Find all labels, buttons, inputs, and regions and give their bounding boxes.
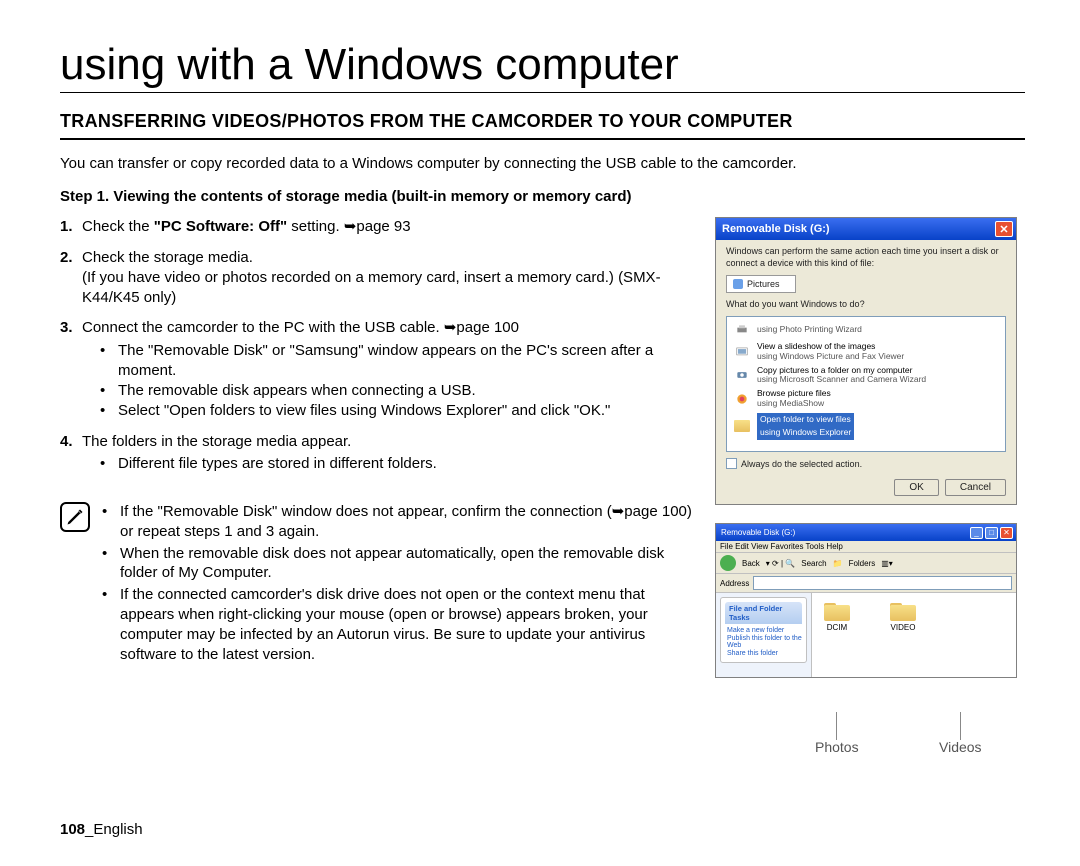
address-field[interactable] <box>753 576 1012 590</box>
step-text: The folders in the storage media appear. <box>82 433 351 450</box>
checkbox-label: Always do the selected action. <box>741 459 862 469</box>
dialog-prompt: Windows can perform the same action each… <box>726 246 1006 269</box>
page-lang: _English <box>85 821 143 838</box>
toolbar[interactable]: Back ▾ ⟳ | 🔍 Search 📁 Folders ▥▾ <box>716 553 1016 574</box>
folders-label[interactable]: Folders <box>849 559 876 568</box>
list-option[interactable]: View a slideshow of the imagesusing Wind… <box>727 340 1005 364</box>
step-text: Check the storage media. <box>82 249 253 266</box>
page-num-value: 108 <box>60 821 85 838</box>
minimize-button[interactable]: _ <box>970 527 983 539</box>
tasks-sidebar: File and Folder Tasks Make a new folder … <box>716 593 812 677</box>
step-text-b: setting. ➥page 93 <box>287 218 411 235</box>
mediashow-icon <box>733 391 751 407</box>
step-4: 4. The folders in the storage media appe… <box>60 432 697 475</box>
callout-line <box>836 712 837 740</box>
always-checkbox-row[interactable]: Always do the selected action. <box>726 458 1006 469</box>
intro-text: You can transfer or copy recorded data t… <box>60 154 1025 174</box>
camera-icon <box>733 367 751 383</box>
address-label: Address <box>720 579 749 588</box>
section-heading: TRANSFERRING VIDEOS/PHOTOS FROM THE CAMC… <box>60 111 1025 140</box>
autoplay-dialog: Removable Disk (G:) ✕ Windows can perfor… <box>715 217 1017 505</box>
step-number: 1. <box>60 217 82 237</box>
callout-line <box>960 712 961 740</box>
dialog-title: Removable Disk (G:) <box>722 223 830 235</box>
folder-item[interactable]: DCIM <box>824 601 850 669</box>
sub-bullet: Different file types are stored in diffe… <box>82 454 697 474</box>
search-label[interactable]: Search <box>801 559 826 568</box>
step-heading: Step 1. Viewing the contents of storage … <box>60 188 1025 205</box>
sub-bullet: The removable disk appears when connecti… <box>82 381 697 401</box>
folder-icon <box>890 601 916 621</box>
step-text: Check the <box>82 218 154 235</box>
instructions-column: 1. Check the "PC Software: Off" setting.… <box>60 217 697 712</box>
callout-videos: Videos <box>939 739 982 755</box>
task-link[interactable]: Make a new folder <box>725 627 802 634</box>
explorer-window: Removable Disk (G:) _ □ ✕ File Edit View… <box>715 523 1017 678</box>
list-option[interactable]: using Photo Printing Wizard <box>727 320 1005 340</box>
list-option[interactable]: Browse picture filesusing MediaShow <box>727 387 1005 411</box>
callout-photos: Photos <box>815 739 859 755</box>
folder-icon <box>824 601 850 621</box>
step-number: 3. <box>60 318 82 421</box>
checkbox[interactable] <box>726 458 737 469</box>
step-bold: "PC Software: Off" <box>154 218 287 235</box>
note-item: If the "Removable Disk" window does not … <box>102 502 697 542</box>
dialog-question: What do you want Windows to do? <box>726 299 1006 310</box>
maximize-button[interactable]: □ <box>985 527 998 539</box>
close-button[interactable]: ✕ <box>1000 527 1013 539</box>
folder-view[interactable]: DCIM VIDEO <box>812 593 1016 677</box>
close-button[interactable]: ✕ <box>995 221 1013 237</box>
step-text: Connect the camcorder to the PC with the… <box>82 319 519 336</box>
pictures-icon <box>733 279 743 289</box>
printer-icon <box>733 322 751 338</box>
content-type-box: Pictures <box>726 275 796 293</box>
note-item: When the removable disk does not appear … <box>102 544 697 584</box>
page-title: using with a Windows computer <box>60 40 1025 93</box>
back-label: Back <box>742 559 760 568</box>
step-1: 1. Check the "PC Software: Off" setting.… <box>60 217 697 237</box>
list-option[interactable]: Copy pictures to a folder on my computer… <box>727 364 1005 388</box>
panel-header: File and Folder Tasks <box>725 602 802 624</box>
folder-icon <box>733 418 751 434</box>
task-link[interactable]: Publish this folder to the Web <box>725 635 802 649</box>
step-number: 2. <box>60 248 82 309</box>
page-number: 108_English <box>60 821 143 838</box>
note-item: If the connected camcorder's disk drive … <box>102 585 697 664</box>
back-button[interactable] <box>720 555 736 571</box>
window-title: Removable Disk (G:) <box>721 528 795 537</box>
sub-bullet: Select "Open folders to view files using… <box>82 401 697 421</box>
step-3: 3. Connect the camcorder to the PC with … <box>60 318 697 421</box>
step-subtext: (If you have video or photos recorded on… <box>82 269 661 306</box>
folder-label: DCIM <box>827 623 847 632</box>
action-listbox[interactable]: using Photo Printing Wizard View a slide… <box>726 316 1006 452</box>
slideshow-icon <box>733 344 751 360</box>
sub-bullet: The "Removable Disk" or "Samsung" window… <box>82 341 697 382</box>
list-option-selected[interactable]: Open folder to view filesusing Windows E… <box>727 411 1005 443</box>
task-link[interactable]: Share this folder <box>725 650 802 657</box>
menu-bar[interactable]: File Edit View Favorites Tools Help <box>716 541 1016 553</box>
pictures-label: Pictures <box>747 279 780 289</box>
step-number: 4. <box>60 432 82 475</box>
folder-item[interactable]: VIDEO <box>890 601 916 669</box>
step-2: 2. Check the storage media. (If you have… <box>60 248 697 309</box>
ok-button[interactable]: OK <box>894 479 938 496</box>
folder-label: VIDEO <box>891 623 916 632</box>
cancel-button[interactable]: Cancel <box>945 479 1006 496</box>
note-icon <box>60 502 90 532</box>
